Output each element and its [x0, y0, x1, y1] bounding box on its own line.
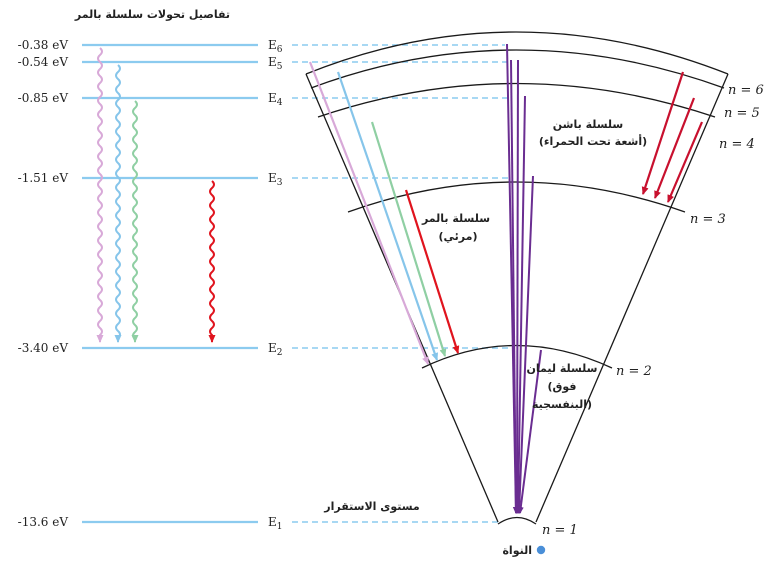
- orbit-1: [497, 516, 537, 525]
- nucleus-label: النواة: [502, 544, 532, 557]
- energy-value-4: -0.85 eV: [18, 91, 69, 105]
- paschen-arrow-5-3: [653, 97, 696, 199]
- orbit-label-3: n = 3: [690, 212, 726, 227]
- paschen-arrow-6-3: [641, 71, 685, 195]
- energy-value-5: -0.54 eV: [18, 55, 69, 69]
- orbit-label-6: n = 6: [728, 83, 764, 98]
- orbit-4: [317, 82, 716, 118]
- energy-value-2: -3.40 eV: [18, 341, 69, 355]
- lyman-arrow-3-1: [516, 175, 534, 514]
- balmer-series-sublabel: (مرئي): [439, 230, 478, 243]
- balmer-arrow-4-2: [370, 121, 447, 357]
- level-connectors: [292, 44, 512, 523]
- energy-value-3: -1.51 eV: [18, 171, 69, 185]
- nucleus-dot: [536, 545, 546, 555]
- lyman-arrow-4-1: [515, 95, 526, 514]
- level-label-4: E4: [268, 91, 283, 108]
- lyman-arrow-2-1: [517, 349, 542, 514]
- energy-levels: -0.38 eV -0.54 eV -0.85 eV -1.51 eV -3.4…: [18, 38, 283, 532]
- balmer-transitions: [308, 61, 460, 365]
- wavy-transition-6-2: [96, 47, 104, 343]
- diagram-title: تفاصيل تحولات سلسلة بالمر: [74, 8, 230, 21]
- lyman-transitions: [506, 43, 542, 514]
- lyman-series-sublabel-2: البنفسجية): [532, 398, 592, 411]
- orbit-5: [310, 49, 725, 89]
- level-label-2: E2: [268, 341, 283, 358]
- ground-state-label: مستوى الاستقرار: [323, 500, 419, 513]
- level-label-5: E5: [268, 55, 283, 72]
- orbit-label-2: n = 2: [616, 364, 652, 379]
- energy-value-1: -13.6 eV: [18, 515, 69, 529]
- paschen-arrow-4-3: [666, 121, 704, 203]
- balmer-arrow-3-2: [404, 189, 460, 354]
- level-label-6: E6: [268, 38, 283, 55]
- lyman-series-label: سلسلة ليمان: [526, 362, 597, 375]
- orbit-label-1: n = 1: [542, 523, 578, 538]
- wavy-transition-5-2: [114, 64, 122, 343]
- atom-shell-diagram: n = 6 n = 5 n = 4 n = 3 n = 2 n = 1: [305, 31, 764, 538]
- shell-cone-right-edge: [535, 73, 729, 523]
- orbit-6: [305, 31, 729, 75]
- balmer-detail-transitions: [96, 47, 216, 343]
- energy-value-6: -0.38 eV: [18, 38, 69, 52]
- lyman-arrow-5-1: [510, 59, 519, 514]
- orbit-2: [421, 344, 613, 369]
- orbit-label-4: n = 4: [719, 137, 755, 152]
- lyman-arrow-5b-1: [514, 59, 521, 514]
- balmer-arrow-5-2: [336, 71, 439, 361]
- lyman-series-sublabel: (فوق: [548, 380, 577, 393]
- paschen-series-label: سلسلة باشن: [553, 118, 623, 131]
- balmer-arrow-6-2: [308, 61, 430, 365]
- wavy-transition-4-2: [131, 100, 139, 343]
- orbit-3: [347, 181, 686, 213]
- level-label-1: E1: [268, 515, 283, 532]
- paschen-transitions: [641, 71, 704, 203]
- wavy-transition-3-2: [208, 180, 216, 343]
- balmer-series-label: سلسلة بالمر: [421, 212, 490, 225]
- level-label-3: E3: [268, 171, 283, 188]
- orbit-label-5: n = 5: [724, 106, 760, 121]
- paschen-series-sublabel: (أشعة تحت الحمراء): [539, 134, 647, 148]
